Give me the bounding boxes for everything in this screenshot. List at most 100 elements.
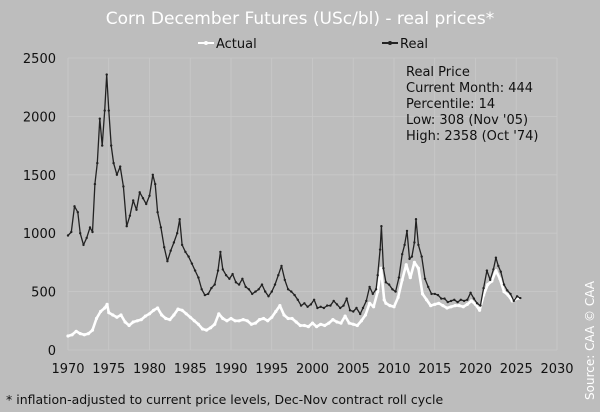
data-point-actual — [131, 320, 135, 324]
data-point-real — [280, 264, 283, 268]
data-point-actual — [379, 266, 383, 270]
data-point-real — [293, 293, 296, 297]
data-point-real — [466, 298, 469, 301]
data-point-actual — [249, 322, 253, 326]
data-point-real — [410, 255, 414, 258]
data-point-real — [70, 230, 73, 234]
data-point-real — [122, 185, 125, 188]
data-point-actual — [245, 319, 249, 323]
data-point-real — [228, 277, 231, 280]
y-tick-label: 0 — [48, 344, 56, 359]
data-point-real — [462, 299, 466, 303]
data-point-actual — [465, 302, 469, 306]
data-point-actual — [486, 283, 490, 287]
data-point-actual — [502, 290, 506, 294]
data-point-real — [93, 182, 97, 186]
data-point-real — [159, 226, 163, 229]
data-point-real — [420, 255, 423, 258]
data-point-actual — [298, 323, 302, 328]
data-point-actual — [392, 305, 396, 309]
data-point-real — [187, 255, 190, 258]
data-point-real — [512, 299, 515, 303]
data-point-actual — [453, 304, 457, 308]
data-point-actual — [168, 318, 172, 322]
data-point-real — [342, 304, 345, 307]
data-point-real — [145, 202, 148, 206]
data-point-real — [345, 297, 348, 300]
data-point-real — [200, 288, 203, 291]
data-point-real — [76, 211, 80, 214]
data-point-real — [231, 272, 234, 276]
data-point-actual — [282, 313, 286, 317]
data-point-real — [180, 243, 184, 247]
data-point-actual — [388, 304, 392, 308]
data-point-real — [91, 230, 94, 234]
data-point-real — [453, 298, 456, 301]
chart-title: Corn December Futures (USc/bl) - real pr… — [106, 9, 494, 29]
data-point-actual — [294, 320, 298, 324]
data-point-real — [234, 281, 238, 284]
data-point-real — [219, 250, 222, 254]
data-point-actual — [257, 318, 262, 322]
data-point-actual — [274, 309, 278, 314]
data-point-real — [172, 241, 176, 244]
data-point-actual — [310, 321, 315, 325]
data-point-real — [154, 182, 157, 186]
data-point-real — [270, 290, 273, 293]
data-point-real — [210, 286, 213, 290]
data-point-real — [497, 264, 500, 268]
data-point-real — [339, 306, 342, 310]
data-point-real — [382, 267, 385, 270]
y-tick-label: 1000 — [23, 227, 56, 242]
data-point-real — [156, 211, 159, 214]
data-point-actual — [115, 315, 119, 319]
data-point-actual — [107, 311, 111, 315]
data-point-real — [378, 248, 382, 251]
data-point-actual — [139, 318, 143, 322]
data-point-real — [405, 229, 409, 233]
data-point-real — [499, 270, 502, 273]
data-point-actual — [200, 327, 205, 331]
data-point-real — [326, 304, 329, 307]
x-tick-label: 1975 — [92, 362, 125, 377]
info-box-low: Low: 308 (Nov '05) — [406, 113, 528, 128]
data-point-real — [319, 305, 322, 308]
data-point-real — [98, 117, 102, 120]
data-point-real — [352, 310, 355, 313]
data-point-actual — [404, 263, 408, 267]
data-point-actual — [217, 312, 221, 316]
data-point-real — [138, 191, 141, 194]
data-point-actual — [355, 323, 359, 328]
data-point-real — [88, 226, 92, 229]
series-layer — [66, 73, 522, 338]
data-point-real — [178, 218, 181, 221]
data-point-actual — [229, 316, 233, 321]
data-point-actual — [90, 328, 95, 332]
data-point-real — [283, 278, 286, 282]
data-point-actual — [359, 319, 363, 323]
data-point-real — [387, 283, 391, 286]
data-point-actual — [347, 321, 351, 325]
x-tick-label: 2025 — [500, 362, 533, 377]
data-point-actual — [445, 306, 449, 310]
data-point-real — [273, 283, 277, 286]
data-point-real — [446, 300, 449, 304]
data-point-actual — [425, 298, 429, 302]
data-point-actual — [498, 277, 502, 281]
data-point-actual — [351, 322, 355, 326]
data-point-real — [440, 297, 443, 300]
data-point-real — [237, 283, 241, 286]
data-point-actual — [192, 319, 196, 323]
data-point-real — [430, 292, 433, 296]
data-point-actual — [253, 321, 258, 325]
data-point-real — [112, 161, 115, 165]
x-tick-label: 1970 — [51, 362, 84, 377]
source-credit: Source: CAA © CAA — [583, 280, 597, 400]
data-point-real — [107, 109, 111, 112]
data-point-real — [216, 269, 220, 272]
data-point-real — [277, 274, 280, 277]
data-point-actual — [74, 329, 78, 333]
x-tick-label: 1985 — [174, 362, 207, 377]
data-point-real — [221, 268, 224, 271]
data-point-real — [509, 292, 512, 296]
